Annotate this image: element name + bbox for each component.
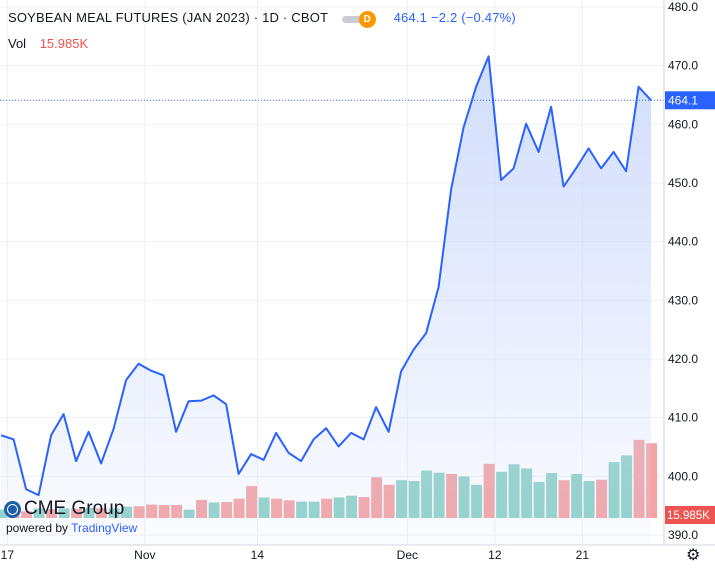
x-tick-label: 17 (1, 548, 15, 562)
y-tick-label: 400.0 (668, 469, 698, 483)
y-tick-label: 430.0 (668, 293, 698, 307)
y-tick-label: 460.0 (668, 117, 698, 131)
volume-legend: Vol 15.985K (8, 36, 88, 51)
y-tick-label: 410.0 (668, 411, 698, 425)
price-change: 464.1 −2.2 (−0.47%) (393, 10, 516, 25)
last-volume-badge (665, 506, 715, 524)
y-tick-label: 420.0 (668, 352, 698, 366)
y-tick-label: 480.0 (668, 0, 698, 14)
volume-value: 15.985K (39, 36, 89, 51)
globe-icon (4, 500, 21, 518)
watermark: CME Group powered by TradingView (4, 498, 137, 535)
volume-label: Vol (8, 36, 27, 51)
last-price-badge (665, 91, 715, 110)
delayed-data-badge[interactable]: D (341, 10, 376, 28)
last-volume-label: 15.985K (667, 510, 710, 522)
x-tick-label: 12 (488, 548, 502, 562)
cme-logo: CME Group (4, 498, 137, 520)
badge-pill (341, 15, 368, 23)
x-tick-label: Dec (397, 548, 418, 562)
y-tick-label: 450.0 (668, 176, 698, 190)
price-line (0, 55, 652, 497)
y-tick-label: 390.0 (668, 528, 698, 542)
powered-prefix: powered by (6, 521, 69, 535)
x-tick-label: 21 (576, 548, 590, 562)
x-tick-label: Nov (134, 548, 155, 562)
y-tick-label: 470.0 (668, 59, 698, 73)
symbol-title: SOYBEAN MEAL FUTURES (JAN 2023) · 1D · C… (8, 10, 328, 25)
volume-bar (646, 443, 658, 518)
badge-letter: D (358, 10, 376, 28)
symbol-legend: SOYBEAN MEAL FUTURES (JAN 2023) · 1D · C… (8, 10, 516, 28)
price-area (1, 56, 652, 545)
x-tick-label: 14 (251, 548, 265, 562)
gear-icon[interactable]: ⚙ (686, 547, 701, 564)
brand-name: CME Group (24, 498, 125, 519)
tradingview-name: TradingView (71, 521, 138, 535)
powered-by[interactable]: powered by TradingView (6, 521, 137, 535)
last-price-label: 464.1 (668, 93, 698, 107)
y-tick-label: 440.0 (668, 235, 698, 249)
